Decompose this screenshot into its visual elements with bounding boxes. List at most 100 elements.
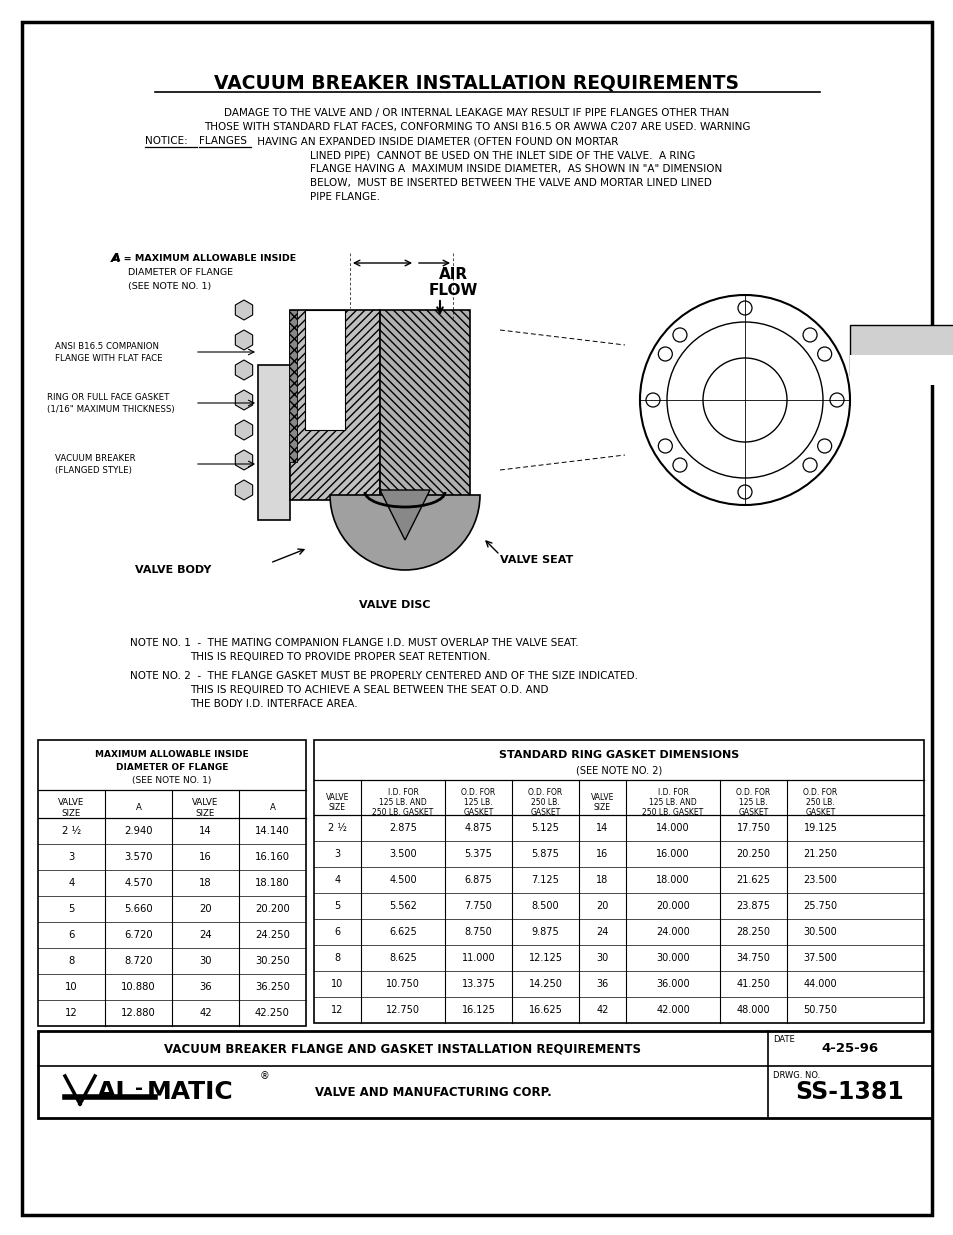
Text: 24.000: 24.000 bbox=[656, 927, 689, 937]
Text: VALVE
SIZE: VALVE SIZE bbox=[58, 798, 85, 818]
Text: (SEE NOTE NO. 1): (SEE NOTE NO. 1) bbox=[128, 282, 211, 290]
Text: RING OR FULL FACE GASKET: RING OR FULL FACE GASKET bbox=[47, 393, 170, 401]
Text: 28.250: 28.250 bbox=[736, 927, 770, 937]
Bar bbox=[305, 310, 345, 430]
Text: 8.625: 8.625 bbox=[389, 953, 416, 963]
Text: 11.000: 11.000 bbox=[461, 953, 495, 963]
Text: 19.125: 19.125 bbox=[802, 823, 837, 832]
Circle shape bbox=[658, 438, 672, 453]
Text: 4-25-96: 4-25-96 bbox=[821, 1042, 878, 1055]
Text: 4: 4 bbox=[69, 878, 74, 888]
Text: 12.125: 12.125 bbox=[528, 953, 562, 963]
Text: 42: 42 bbox=[596, 1005, 608, 1015]
Text: 14: 14 bbox=[596, 823, 608, 832]
Text: 4.570: 4.570 bbox=[124, 878, 152, 888]
Text: VALVE
SIZE: VALVE SIZE bbox=[326, 793, 349, 813]
Bar bbox=[849, 325, 953, 375]
Bar bbox=[849, 354, 953, 385]
Circle shape bbox=[672, 458, 686, 472]
Text: 20: 20 bbox=[199, 904, 212, 914]
Bar bbox=[38, 740, 306, 1026]
Bar bbox=[379, 310, 470, 500]
Text: DIAMETER OF FLANGE: DIAMETER OF FLANGE bbox=[115, 762, 228, 772]
Text: AL: AL bbox=[97, 1079, 132, 1104]
Text: 7.125: 7.125 bbox=[531, 876, 558, 885]
Text: 36: 36 bbox=[596, 979, 608, 989]
Text: 34.750: 34.750 bbox=[736, 953, 770, 963]
Text: VACUUM BREAKER: VACUUM BREAKER bbox=[55, 453, 135, 462]
Text: 30.250: 30.250 bbox=[254, 956, 290, 966]
Text: O.D. FOR
250 LB.
GASKET: O.D. FOR 250 LB. GASKET bbox=[528, 788, 562, 818]
Text: (FLANGED STYLE): (FLANGED STYLE) bbox=[55, 466, 132, 474]
Text: 17.750: 17.750 bbox=[736, 823, 770, 832]
Text: FLANGE WITH FLAT FACE: FLANGE WITH FLAT FACE bbox=[55, 353, 162, 363]
Text: 5: 5 bbox=[334, 902, 340, 911]
Text: THIS IS REQUIRED TO ACHIEVE A SEAL BETWEEN THE SEAT O.D. AND: THIS IS REQUIRED TO ACHIEVE A SEAL BETWE… bbox=[190, 685, 548, 695]
Circle shape bbox=[829, 393, 843, 408]
Text: THE BODY I.D. INTERFACE AREA.: THE BODY I.D. INTERFACE AREA. bbox=[190, 699, 357, 709]
Text: VACUUM BREAKER FLANGE AND GASKET INSTALLATION REQUIREMENTS: VACUUM BREAKER FLANGE AND GASKET INSTALL… bbox=[164, 1042, 640, 1055]
Wedge shape bbox=[330, 495, 479, 571]
Text: 42: 42 bbox=[199, 1008, 212, 1018]
Text: NOTE NO. 2  -  THE FLANGE GASKET MUST BE PROPERLY CENTERED AND OF THE SIZE INDIC: NOTE NO. 2 - THE FLANGE GASKET MUST BE P… bbox=[130, 671, 638, 680]
Text: 30: 30 bbox=[199, 956, 212, 966]
Text: 8.750: 8.750 bbox=[464, 927, 492, 937]
Text: VALVE AND MANUFACTURING CORP.: VALVE AND MANUFACTURING CORP. bbox=[314, 1086, 551, 1098]
Text: 8: 8 bbox=[335, 953, 340, 963]
Text: O.D. FOR
125 LB.
GASKET: O.D. FOR 125 LB. GASKET bbox=[736, 788, 770, 818]
Text: O.D. FOR
250 LB.
GASKET: O.D. FOR 250 LB. GASKET bbox=[802, 788, 837, 818]
Text: (SEE NOTE NO. 2): (SEE NOTE NO. 2) bbox=[576, 764, 661, 776]
Text: 2.940: 2.940 bbox=[124, 826, 152, 836]
Text: MAXIMUM ALLOWABLE INSIDE: MAXIMUM ALLOWABLE INSIDE bbox=[95, 750, 249, 758]
Text: 5.375: 5.375 bbox=[464, 848, 492, 860]
Text: 20.250: 20.250 bbox=[736, 848, 770, 860]
Text: VALVE
SIZE: VALVE SIZE bbox=[590, 793, 614, 813]
Text: 6: 6 bbox=[69, 930, 74, 940]
Text: 12.880: 12.880 bbox=[121, 1008, 155, 1018]
Text: 14.250: 14.250 bbox=[528, 979, 562, 989]
Text: 12: 12 bbox=[331, 1005, 343, 1015]
Text: VALVE SEAT: VALVE SEAT bbox=[499, 555, 573, 564]
Text: 10: 10 bbox=[331, 979, 343, 989]
Text: 10: 10 bbox=[65, 982, 78, 992]
Text: 6.875: 6.875 bbox=[464, 876, 492, 885]
Circle shape bbox=[658, 347, 672, 361]
Text: LINED PIPE)  CANNOT BE USED ON THE INLET SIDE OF THE VALVE.  A RING: LINED PIPE) CANNOT BE USED ON THE INLET … bbox=[310, 149, 695, 161]
Text: 4.500: 4.500 bbox=[389, 876, 416, 885]
Text: 10.750: 10.750 bbox=[386, 979, 419, 989]
Circle shape bbox=[738, 301, 751, 315]
Text: 25.750: 25.750 bbox=[802, 902, 837, 911]
Text: BELOW,  MUST BE INSERTED BETWEEN THE VALVE AND MORTAR LINED LINED: BELOW, MUST BE INSERTED BETWEEN THE VALV… bbox=[310, 178, 711, 188]
Text: 8.500: 8.500 bbox=[531, 902, 558, 911]
Text: NOTE NO. 1  -  THE MATING COMPANION FLANGE I.D. MUST OVERLAP THE VALVE SEAT.: NOTE NO. 1 - THE MATING COMPANION FLANGE… bbox=[130, 638, 578, 648]
Text: HAVING AN EXPANDED INSIDE DIAMETER (OFTEN FOUND ON MORTAR: HAVING AN EXPANDED INSIDE DIAMETER (OFTE… bbox=[253, 136, 618, 146]
Text: 44.000: 44.000 bbox=[802, 979, 837, 989]
Polygon shape bbox=[379, 490, 430, 540]
Text: 3.500: 3.500 bbox=[389, 848, 416, 860]
Text: 50.750: 50.750 bbox=[802, 1005, 837, 1015]
Text: DRWG. NO.: DRWG. NO. bbox=[772, 1072, 820, 1081]
Text: 36.250: 36.250 bbox=[254, 982, 290, 992]
Text: 2.875: 2.875 bbox=[389, 823, 416, 832]
Text: VALVE
SIZE: VALVE SIZE bbox=[193, 798, 218, 818]
Text: -: - bbox=[135, 1078, 143, 1098]
Text: 41.250: 41.250 bbox=[736, 979, 770, 989]
Circle shape bbox=[672, 329, 686, 342]
Text: 37.500: 37.500 bbox=[802, 953, 837, 963]
Text: ®: ® bbox=[260, 1071, 270, 1081]
Text: 6.720: 6.720 bbox=[124, 930, 152, 940]
Text: A: A bbox=[270, 804, 275, 813]
Text: 7.750: 7.750 bbox=[464, 902, 492, 911]
Text: 18.180: 18.180 bbox=[254, 878, 290, 888]
Text: 18: 18 bbox=[199, 878, 212, 888]
Text: 18: 18 bbox=[596, 876, 608, 885]
Text: I.D. FOR
125 LB. AND
250 LB. GASKET: I.D. FOR 125 LB. AND 250 LB. GASKET bbox=[372, 788, 434, 818]
Text: 24: 24 bbox=[199, 930, 212, 940]
Text: NOTICE:: NOTICE: bbox=[145, 136, 188, 146]
Text: 3: 3 bbox=[335, 848, 340, 860]
Circle shape bbox=[645, 393, 659, 408]
Text: 10.880: 10.880 bbox=[121, 982, 155, 992]
Text: THIS IS REQUIRED TO PROVIDE PROPER SEAT RETENTION.: THIS IS REQUIRED TO PROVIDE PROPER SEAT … bbox=[190, 652, 490, 662]
Text: 16.125: 16.125 bbox=[461, 1005, 495, 1015]
Text: PIPE FLANGE.: PIPE FLANGE. bbox=[310, 191, 379, 203]
